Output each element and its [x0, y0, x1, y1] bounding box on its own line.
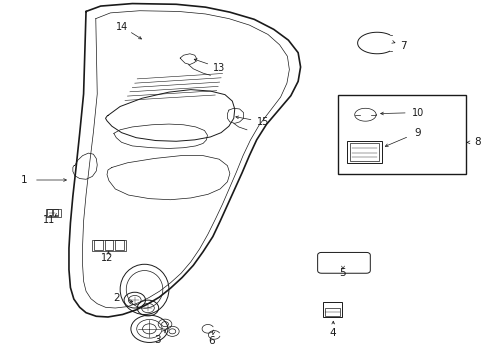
Text: 2: 2: [113, 293, 120, 303]
Bar: [346, 140, 381, 163]
Text: 9: 9: [413, 128, 420, 138]
Bar: [325, 309, 339, 316]
Bar: [53, 210, 58, 216]
Bar: [323, 302, 341, 317]
Text: 6: 6: [207, 336, 214, 346]
Text: 1: 1: [21, 175, 27, 185]
Bar: [349, 143, 378, 161]
Text: 7: 7: [399, 41, 406, 50]
Bar: [46, 209, 61, 217]
Text: 15: 15: [256, 117, 269, 127]
Text: 12: 12: [101, 253, 113, 263]
Text: 13: 13: [213, 63, 225, 73]
Text: 5: 5: [339, 267, 346, 278]
Bar: [104, 240, 113, 250]
Bar: [115, 240, 124, 250]
Text: 14: 14: [115, 22, 127, 32]
Bar: [47, 210, 52, 216]
Text: 3: 3: [154, 334, 161, 345]
Text: 4: 4: [329, 328, 336, 338]
Text: 11: 11: [43, 215, 56, 225]
Text: 8: 8: [473, 138, 480, 147]
Bar: [94, 240, 102, 250]
Bar: [92, 239, 125, 251]
Text: 10: 10: [410, 108, 423, 118]
Bar: [337, 95, 465, 174]
